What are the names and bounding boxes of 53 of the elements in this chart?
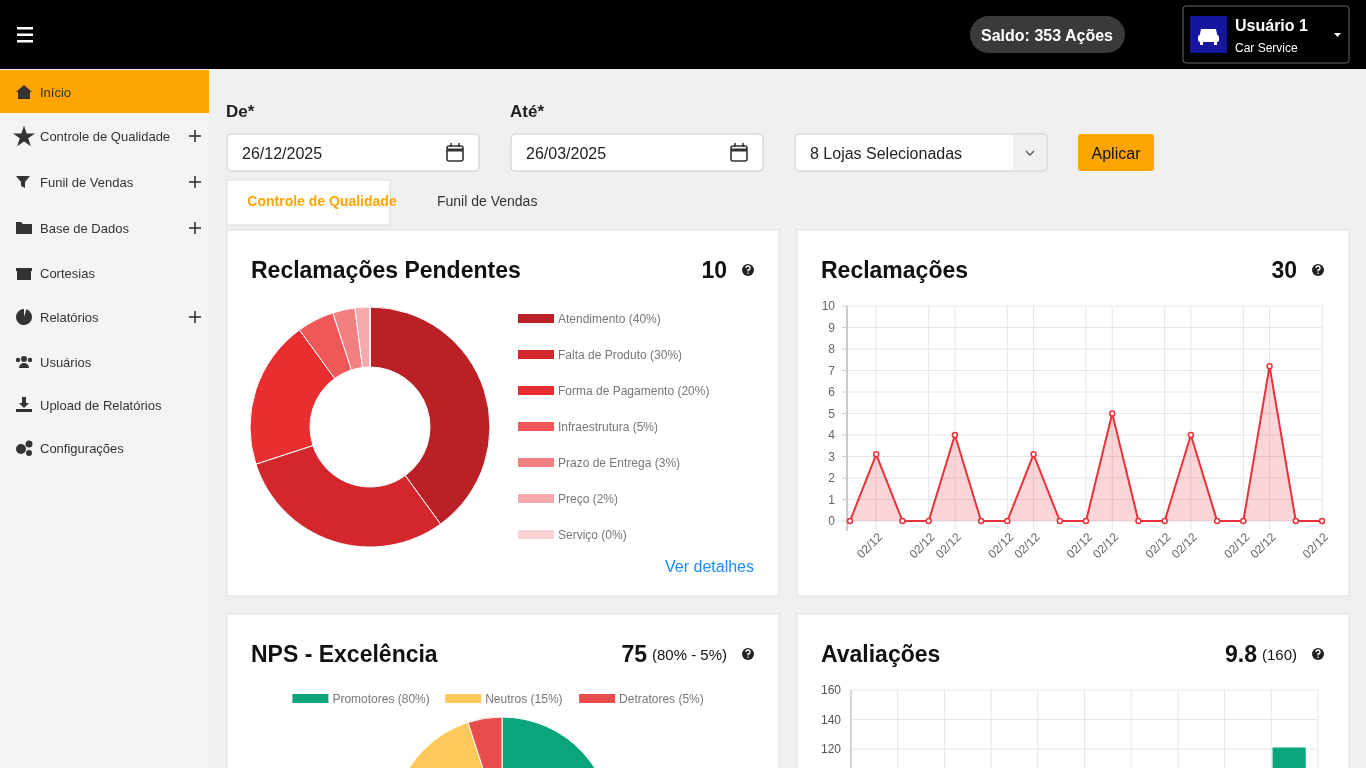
text: 8 Lojas Selecionadas (810, 144, 963, 162)
y-tick-label: 160 (820, 683, 842, 697)
y-tick-label: 6 (828, 385, 836, 399)
text: Reclamações Pendentes (251, 257, 521, 283)
text: Controle de Qualidade (247, 193, 397, 209)
y-tick-label: 4 (828, 428, 836, 442)
y-tick-label: 140 (820, 712, 842, 727)
y-tick-label: 3 (828, 449, 836, 464)
text: De* (226, 101, 255, 121)
chart-subtitle: 75 (80% - 5%) (621, 641, 727, 667)
text: Funil de Vendas (40, 174, 134, 190)
chart-subtitle: 30 (1271, 257, 1297, 283)
text: Controle de Qualidade (40, 128, 171, 144)
legend-label: Falta de Produto (30%) (558, 348, 683, 362)
text: 26/12/2025 (242, 144, 323, 162)
chart-title: Reclamações (821, 257, 969, 283)
legend-label: Forma de Pagamento (20%) (558, 384, 710, 398)
chart-subtitle: 9.8 (160) (1224, 641, 1297, 667)
legend-label: Neutros (15%) (485, 692, 563, 706)
legend-label: Atendimento (40%) (558, 312, 661, 326)
y-tick-label: 0 (828, 514, 836, 528)
y-tick-label: 9 (828, 320, 836, 335)
text: 26/03/2025 (526, 144, 607, 162)
text: Funil de Vendas (437, 193, 538, 209)
text: Base de Dados (40, 220, 130, 236)
y-tick-label: 2 (828, 471, 836, 485)
y-tick-label: 7 (828, 363, 836, 378)
legend-label: Serviço (0%) (558, 528, 627, 542)
text: Configurações (40, 440, 125, 456)
text: Relatórios (40, 309, 100, 325)
y-tick-label: 8 (828, 342, 836, 356)
y-tick-label: 1 (828, 492, 836, 507)
legend-label: Preço (2%) (558, 492, 619, 506)
text: Usuário 1 (1235, 16, 1309, 34)
text: Saldo: 353 Ações (981, 26, 1114, 44)
text: Car Service (1235, 41, 1299, 55)
legend-label: Promotores (80%) (332, 692, 430, 706)
legend-label: Infraestrutura (5%) (558, 420, 659, 434)
text: Aplicar (1091, 144, 1142, 162)
y-tick-label: 120 (820, 742, 842, 756)
chart-title: Avaliações (821, 641, 941, 667)
text: Ver detalhes (665, 557, 754, 575)
text: Início (40, 84, 72, 100)
chart-title: NPS - Excelência (251, 641, 438, 667)
text: Upload de Relatórios (40, 397, 162, 413)
legend-label: Prazo de Entrega (3%) (558, 456, 681, 470)
y-tick-label: 5 (828, 406, 836, 421)
text: Usuários (40, 354, 92, 370)
y-tick-label: 10 (821, 299, 836, 313)
text: Cortesias (40, 265, 96, 281)
legend-label: Detratores (5%) (619, 692, 704, 706)
text: Até* (510, 101, 545, 121)
text: 10 (701, 257, 727, 283)
